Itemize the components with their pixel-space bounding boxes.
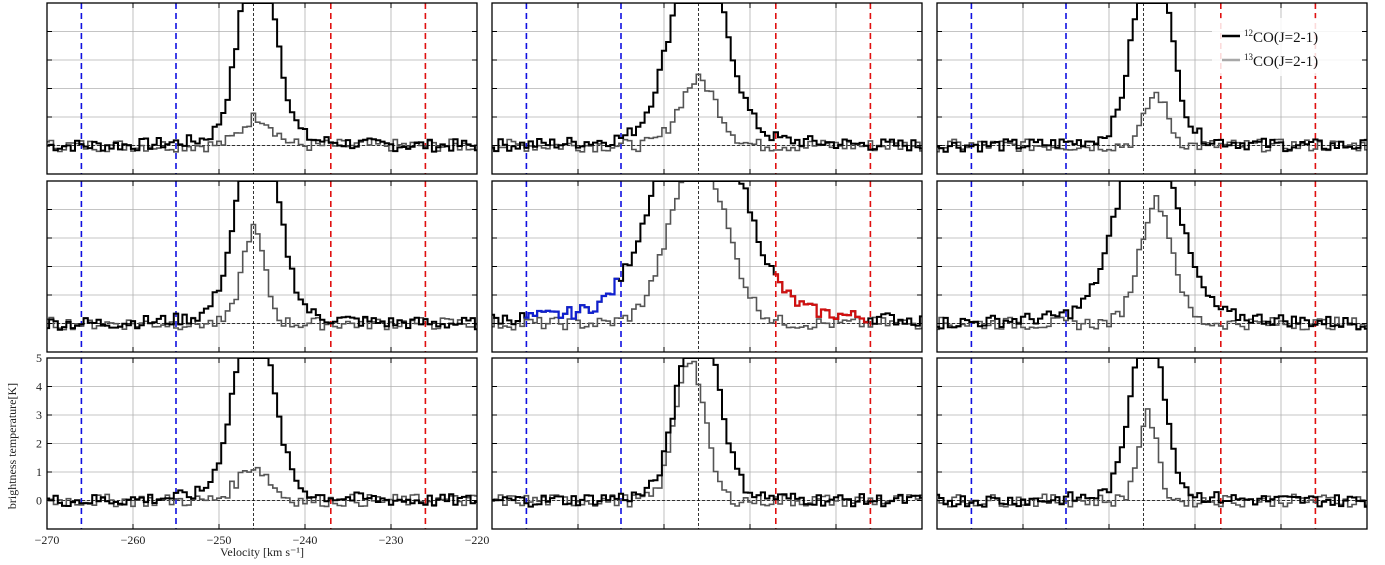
spectra-lines xyxy=(937,181,1367,331)
co12-spectrum xyxy=(492,181,922,327)
co12-spectrum xyxy=(47,181,477,331)
legend-label-co12: 12CO(J=2-1) xyxy=(1244,28,1318,46)
co12-spectrum xyxy=(47,358,477,507)
spectra-lines xyxy=(492,3,922,153)
spectra-lines xyxy=(937,358,1367,508)
y-axis-title: brightness temperature[K] xyxy=(5,383,19,509)
x-tick-label: −220 xyxy=(465,533,490,547)
spectrum-panel xyxy=(491,357,923,530)
x-tick-label: −240 xyxy=(293,533,318,547)
spectrum-panel xyxy=(491,180,923,353)
co13-spectrum xyxy=(47,112,477,153)
spectra-lines xyxy=(937,3,1367,153)
x-axis-title: Velocity [km s⁻¹] xyxy=(220,545,304,559)
blue-wing-spectrum xyxy=(524,277,619,320)
co12-spectrum xyxy=(492,358,922,508)
x-tick-label: −230 xyxy=(379,533,404,547)
legend-box xyxy=(1212,18,1362,76)
spectrum-panel xyxy=(46,2,478,175)
y-tick-label: 0 xyxy=(36,494,42,508)
spectrum-panel xyxy=(936,180,1368,353)
co12-spectrum xyxy=(937,3,1367,153)
co12-spectrum xyxy=(492,3,922,153)
spectrum-panel xyxy=(46,180,478,353)
y-tick-label: 4 xyxy=(36,380,42,394)
co13-spectrum xyxy=(937,408,1367,508)
y-tick-label: 3 xyxy=(36,408,42,422)
y-tick-label: 5 xyxy=(36,351,42,365)
spectra-lines xyxy=(47,3,477,153)
spectra-lines xyxy=(47,358,477,508)
y-tick-label: 1 xyxy=(36,465,42,479)
co13-spectrum xyxy=(937,195,1367,331)
legend-label-co13: 13CO(J=2-1) xyxy=(1244,52,1318,70)
co13-spectrum xyxy=(492,181,922,331)
co13-spectrum xyxy=(47,223,477,331)
spectra-lines xyxy=(47,181,477,331)
spectrum-panel: −270 −260 −250 −240 −230 −220 0 1 2 3 4 5 xyxy=(35,351,490,547)
co12-spectrum xyxy=(937,181,1367,331)
legend: 12CO(J=2-1) 13CO(J=2-1) xyxy=(1212,18,1362,76)
x-tick-label: −250 xyxy=(207,533,232,547)
x-tick-label: −270 xyxy=(35,533,60,547)
spectra-lines xyxy=(492,181,922,331)
co13-spectrum xyxy=(492,360,922,508)
co12-spectrum xyxy=(937,358,1367,508)
spectrum-panel xyxy=(491,2,923,175)
red-wing-spectrum xyxy=(773,273,869,324)
x-tick-label: −260 xyxy=(121,533,146,547)
panels-layer: −270 −260 −250 −240 −230 −220 0 1 2 3 4 5 xyxy=(35,2,1368,547)
y-tick-label: 2 xyxy=(36,437,42,451)
spectra-lines xyxy=(492,358,922,508)
spectrum-panel xyxy=(936,357,1368,530)
co12-spectrum xyxy=(47,3,477,153)
